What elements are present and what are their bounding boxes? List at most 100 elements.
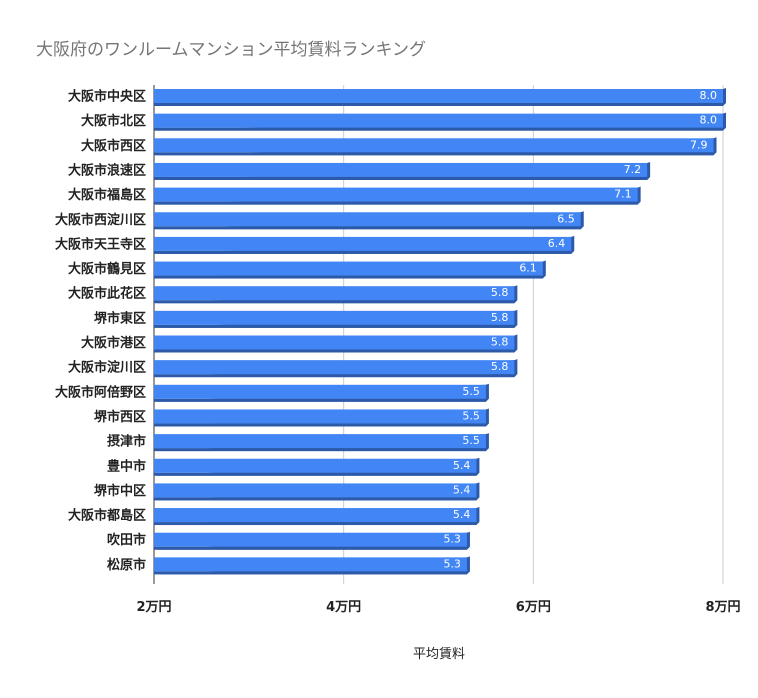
bar-bottom	[154, 226, 581, 230]
bar-bottom	[154, 398, 486, 402]
bar-bottom	[154, 152, 714, 156]
bar	[154, 161, 651, 180]
bar-bottom	[154, 522, 477, 526]
category-label: 松原市	[107, 557, 146, 573]
chart-title: 大阪府のワンルームマンション平均賃料ランキング	[36, 40, 426, 60]
bar	[154, 457, 480, 476]
bar	[154, 285, 518, 304]
bar-bottom	[154, 349, 515, 353]
x-tick-label: 8万円	[705, 600, 740, 615]
data-label: 6.1	[519, 262, 537, 275]
bar-bottom	[154, 448, 486, 452]
data-label: 5.4	[453, 459, 471, 472]
bar-face	[154, 162, 648, 177]
category-label: 大阪市天王寺区	[55, 236, 146, 252]
data-label: 7.9	[690, 138, 708, 151]
x-tick-label: 4万円	[326, 600, 361, 615]
bar	[154, 359, 518, 378]
bar-bottom	[154, 423, 486, 427]
bar-face	[154, 434, 486, 449]
bar	[154, 482, 480, 501]
bar-bottom	[154, 127, 723, 131]
bar-bottom	[154, 374, 515, 378]
bar-face	[154, 89, 723, 103]
data-label: 5.8	[491, 286, 509, 299]
bar-face	[154, 335, 515, 350]
bar-face	[154, 212, 581, 227]
data-label: 6.4	[548, 237, 566, 250]
data-label: 6.5	[557, 212, 575, 225]
category-labels: 大阪市中央区大阪市北区大阪市西区大阪市浪速区大阪市福島区大阪市西淀川区大阪市天王…	[55, 89, 146, 573]
bar	[154, 112, 726, 131]
category-label: 大阪市西淀川区	[55, 212, 146, 228]
bar-bottom	[154, 300, 515, 304]
bar-bottom	[154, 201, 638, 205]
bar-face	[154, 286, 515, 301]
bar-face	[154, 409, 486, 424]
bar-bottom	[154, 546, 467, 550]
category-label: 大阪市西区	[81, 138, 146, 154]
category-label: 大阪市福島区	[68, 187, 146, 203]
category-label: 豊中市	[107, 458, 146, 474]
bar	[154, 235, 575, 254]
bar-bottom	[154, 571, 467, 575]
data-label: 7.1	[614, 188, 632, 201]
bar-bottom	[154, 497, 477, 501]
category-label: 大阪市中央区	[68, 89, 146, 105]
category-label: 大阪市鶴見区	[68, 261, 146, 277]
data-label: 5.8	[491, 311, 509, 324]
bar-bottom	[154, 103, 723, 106]
bar-bottom	[154, 472, 477, 476]
data-label: 5.5	[462, 385, 480, 398]
bar-face	[154, 557, 467, 572]
bar	[154, 556, 470, 575]
bar	[154, 507, 480, 526]
bar	[154, 88, 726, 106]
data-label: 5.5	[462, 434, 480, 447]
category-label: 大阪市淀川区	[68, 360, 146, 376]
bar-bottom	[154, 176, 648, 180]
category-label: 大阪市此花区	[68, 286, 146, 302]
x-axis-title: 平均賃料	[413, 647, 465, 662]
bar-face	[154, 261, 543, 276]
data-label: 5.3	[443, 533, 461, 546]
category-label: 大阪市阿倍野区	[55, 384, 146, 400]
data-label: 5.4	[453, 508, 471, 521]
data-label: 5.8	[491, 336, 509, 349]
data-label: 5.8	[491, 360, 509, 373]
bar-face	[154, 138, 714, 153]
category-label: 吹田市	[107, 532, 146, 548]
bar-face	[154, 310, 515, 325]
bar-face	[154, 508, 477, 523]
bar	[154, 531, 470, 550]
category-label: 大阪市港区	[81, 335, 146, 351]
bar-face	[154, 236, 572, 251]
data-label: 8.0	[700, 114, 718, 127]
bar	[154, 334, 518, 353]
bars: 8.0 8.0 7.9 7.2 7.1 6.5 6.4 6.1 5.8 5.8 5.8 5.8 5.5 5…	[154, 88, 726, 575]
bar	[154, 433, 489, 452]
category-label: 大阪市北区	[81, 113, 146, 129]
x-tick-label: 2万円	[136, 600, 171, 615]
bar-bottom	[154, 250, 572, 254]
bar-face	[154, 483, 477, 498]
bar-bottom	[154, 275, 543, 279]
bar-face	[154, 384, 486, 399]
x-tick-labels: 2万円 4万円 6万円 8万円	[136, 600, 740, 615]
bar	[154, 186, 641, 205]
data-label: 5.5	[462, 409, 480, 422]
bar	[154, 260, 546, 279]
bar	[154, 408, 489, 427]
category-label: 堺市中区	[94, 483, 146, 499]
bar-bottom	[154, 324, 515, 328]
bar-face	[154, 113, 723, 128]
category-label: 堺市西区	[94, 409, 146, 425]
category-label: 堺市東区	[94, 310, 146, 326]
bar-face	[154, 532, 467, 547]
bar-face	[154, 187, 638, 202]
bar	[154, 309, 518, 328]
category-label: 摂津市	[107, 434, 146, 450]
bar-face	[154, 360, 515, 375]
bar	[154, 383, 489, 402]
